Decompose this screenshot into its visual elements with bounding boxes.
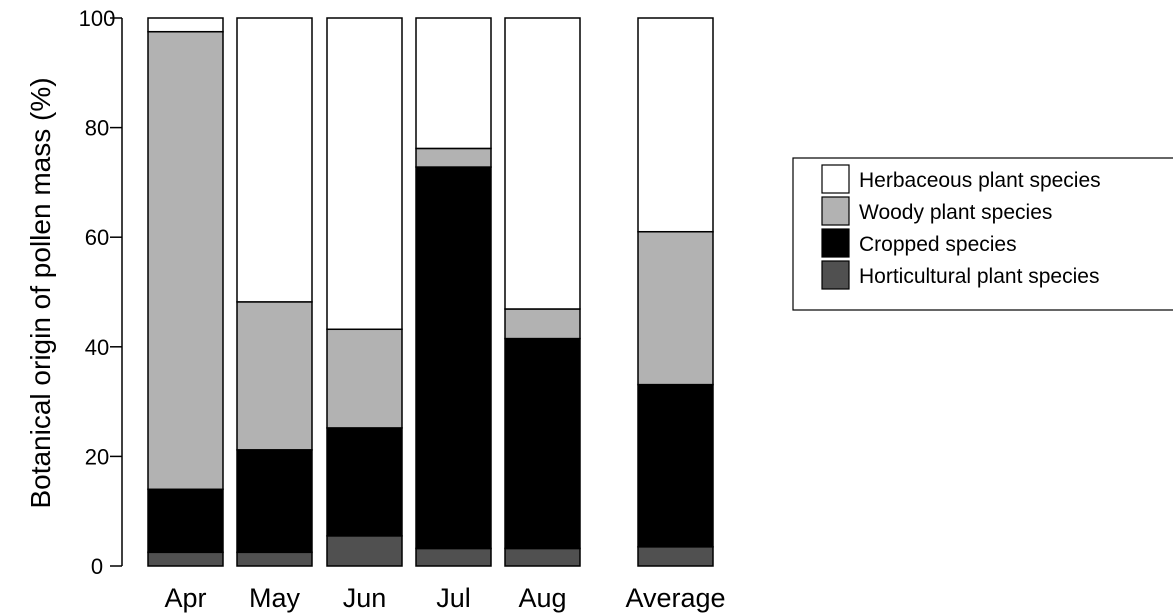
bar-stack-may (236, 17, 313, 567)
bar-stack-aug (504, 17, 581, 567)
y-axis: 0 20 40 60 80 100 (79, 6, 123, 579)
bar-segment (504, 337, 581, 550)
bar-segment (326, 17, 403, 331)
bar-segment (415, 166, 492, 550)
bar-segment (504, 308, 581, 340)
bar-stack-average (637, 17, 714, 567)
legend: Herbaceous plant species Woody plant spec… (792, 157, 1173, 311)
bar-segment (504, 17, 581, 310)
legend-box (792, 157, 1173, 311)
legend-label: Horticultural plant species (859, 265, 1099, 288)
bar-segment (637, 383, 714, 548)
y-tick-label: 0 (91, 554, 103, 579)
bar-stack-jun (326, 17, 403, 567)
legend-label: Cropped species (859, 233, 1017, 256)
bar-segment (637, 17, 714, 233)
bar-segment (504, 547, 581, 567)
bar-segment (147, 488, 224, 554)
bar-segment (147, 551, 224, 567)
y-tick-label: 20 (85, 444, 109, 469)
bar-segment (236, 17, 313, 303)
bar-segment (236, 301, 313, 451)
bar-stack-apr (147, 17, 224, 567)
bar-segment (326, 328, 403, 429)
y-tick-label: 100 (79, 6, 116, 31)
bars (147, 17, 714, 567)
bar-segment (415, 17, 492, 150)
x-tick-label: May (249, 583, 301, 613)
bar-segment (236, 551, 313, 567)
bar-segment (147, 17, 224, 33)
bar-segment (147, 30, 224, 491)
y-axis-label: Botanical origin of pollen mass (%) (25, 77, 56, 508)
legend-label: Herbaceous plant species (859, 169, 1101, 192)
bar-stack-jul (415, 17, 492, 567)
bar-segment (326, 535, 403, 567)
x-tick-label: Jul (436, 583, 471, 613)
legend-swatch (821, 164, 850, 194)
x-tick-label: Apr (164, 583, 206, 613)
y-tick-label: 80 (85, 116, 109, 141)
y-tick-label: 40 (85, 335, 109, 360)
bar-segment (415, 147, 492, 168)
bar-segment (326, 427, 403, 537)
bar-segment (236, 449, 313, 554)
x-tick-label: Average (625, 583, 725, 613)
bar-segment (637, 230, 714, 386)
legend-swatch (821, 228, 850, 258)
x-axis-labels: Apr May Jun Jul Aug Average (164, 583, 725, 613)
legend-swatch (821, 196, 850, 226)
legend-swatch (821, 260, 850, 290)
x-tick-label: Jun (343, 583, 387, 613)
legend-label: Woody plant species (859, 201, 1052, 224)
x-tick-label: Aug (518, 583, 566, 613)
y-tick-label: 60 (85, 225, 109, 250)
bar-segment (415, 547, 492, 567)
bar-segment (637, 546, 714, 567)
